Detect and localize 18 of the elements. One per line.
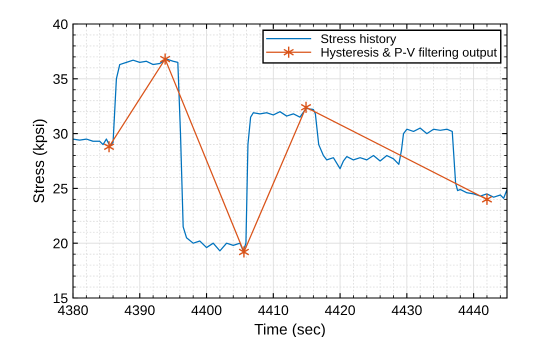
legend-label: Hysteresis & P-V filtering output bbox=[322, 48, 497, 60]
y-tick-label: 35 bbox=[53, 74, 68, 84]
x-tick-label: 4410 bbox=[258, 305, 288, 316]
x-tick-label: 4390 bbox=[124, 305, 155, 316]
y-tick-label: 20 bbox=[53, 238, 68, 248]
x-tick-label: 4440 bbox=[458, 305, 489, 316]
y-axis-title: Stress (kpsi) bbox=[32, 120, 48, 203]
point bbox=[160, 52, 171, 66]
point bbox=[238, 246, 250, 258]
x-tick-label: 4430 bbox=[392, 305, 422, 316]
y-tick-label: 15 bbox=[54, 293, 68, 304]
y-tick-label: 40 bbox=[53, 19, 68, 30]
x-tick-label: 4380 bbox=[58, 305, 88, 316]
x-tick-label: 4400 bbox=[191, 305, 222, 316]
y-tick-label: 30 bbox=[53, 128, 68, 139]
y-tick-label: 25 bbox=[53, 184, 68, 194]
legend-label: Stress history bbox=[321, 34, 396, 46]
x-tick-label: 4420 bbox=[324, 305, 355, 316]
